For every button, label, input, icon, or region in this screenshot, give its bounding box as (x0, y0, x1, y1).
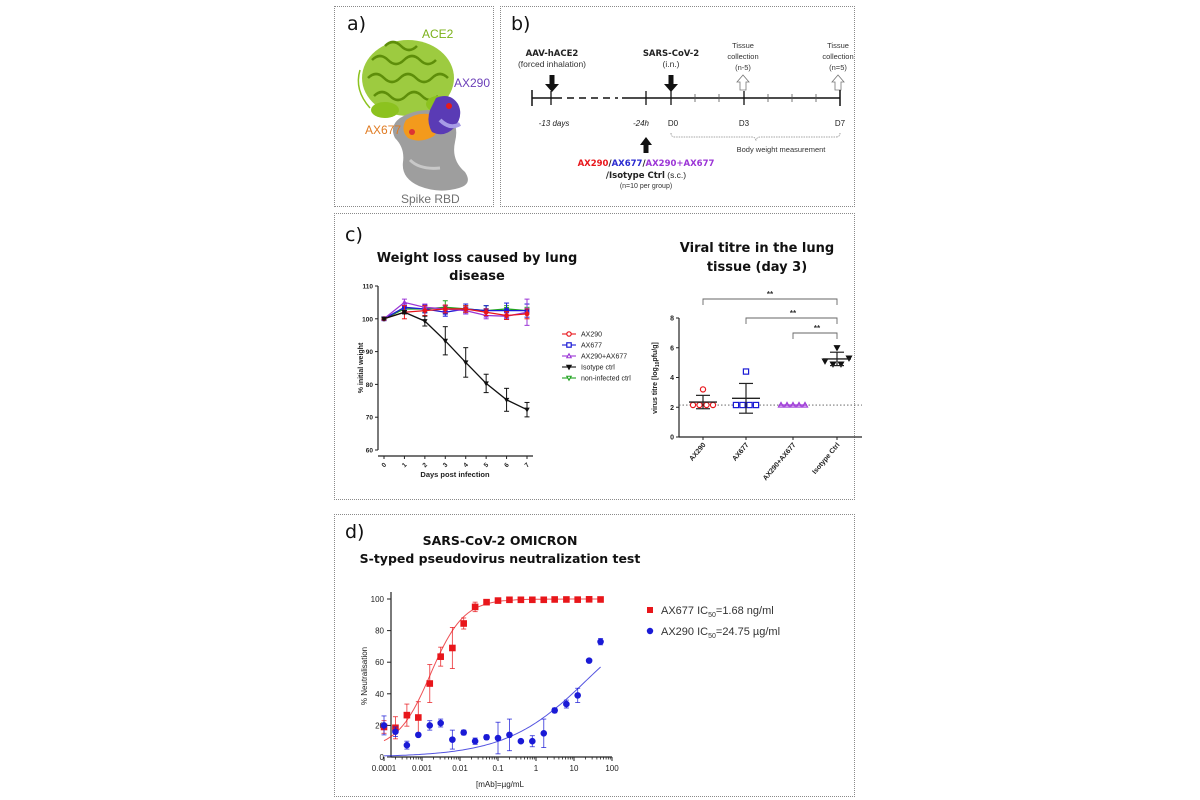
panel-d-label: d) (345, 521, 365, 543)
panel-c: c) (334, 213, 855, 500)
panel-d: d) (334, 514, 855, 797)
panel-b: b) (500, 6, 855, 207)
panel-a-label: a) (347, 13, 367, 35)
panel-a: a) (334, 6, 494, 207)
panel-b-label: b) (511, 13, 531, 35)
panel-c-label: c) (345, 224, 363, 246)
